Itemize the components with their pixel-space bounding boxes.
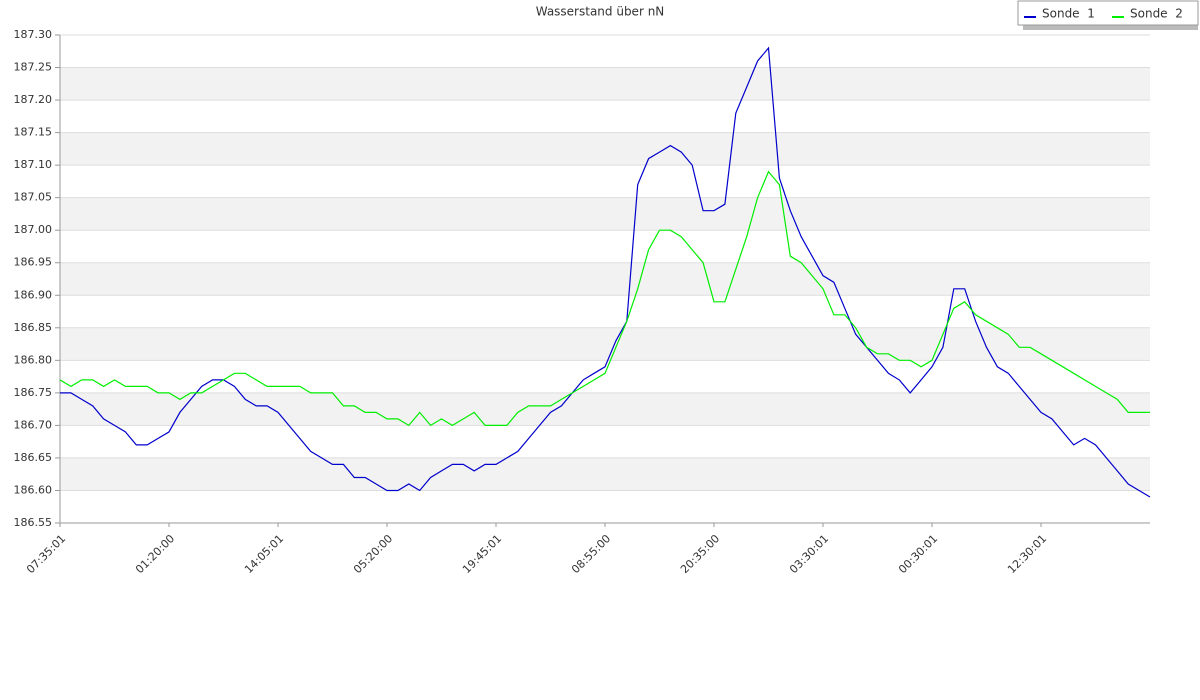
series-line (59, 170, 1150, 427)
legend-label: Sonde 2 (1130, 7, 1183, 21)
y-tick-label: 187.30 (14, 28, 53, 41)
y-tick-label: 186.85 (14, 321, 53, 334)
grid-band (60, 132, 1150, 166)
y-tick-label: 186.65 (14, 451, 53, 464)
legend-shadow (1023, 25, 1198, 30)
legend-label: Sonde 1 (1042, 7, 1095, 21)
series-line (60, 46, 1151, 498)
grid-band (60, 262, 1150, 296)
grid-band (60, 392, 1150, 426)
grid-band (60, 67, 1150, 101)
y-tick-label: 187.20 (14, 93, 53, 106)
grid-band (60, 327, 1150, 361)
y-tick-label: 186.55 (14, 516, 53, 529)
y-tick-label: 187.25 (14, 61, 53, 74)
y-tick-label: 187.10 (14, 158, 53, 171)
grid-band (60, 197, 1150, 231)
chart-title: Wasserstand über nN (536, 5, 665, 19)
y-tick-label: 186.75 (14, 386, 53, 399)
y-tick-label: 186.90 (14, 288, 53, 301)
y-tick-label: 186.95 (14, 256, 53, 269)
y-tick-label: 186.70 (14, 418, 53, 431)
y-tick-label: 186.80 (14, 353, 53, 366)
y-tick-label: 187.05 (14, 191, 53, 204)
y-tick-label: 187.00 (14, 223, 53, 236)
grid-band (60, 457, 1150, 491)
y-tick-label: 186.60 (14, 483, 53, 496)
y-tick-label: 187.15 (14, 126, 53, 139)
legend (1017, 0, 1199, 26)
